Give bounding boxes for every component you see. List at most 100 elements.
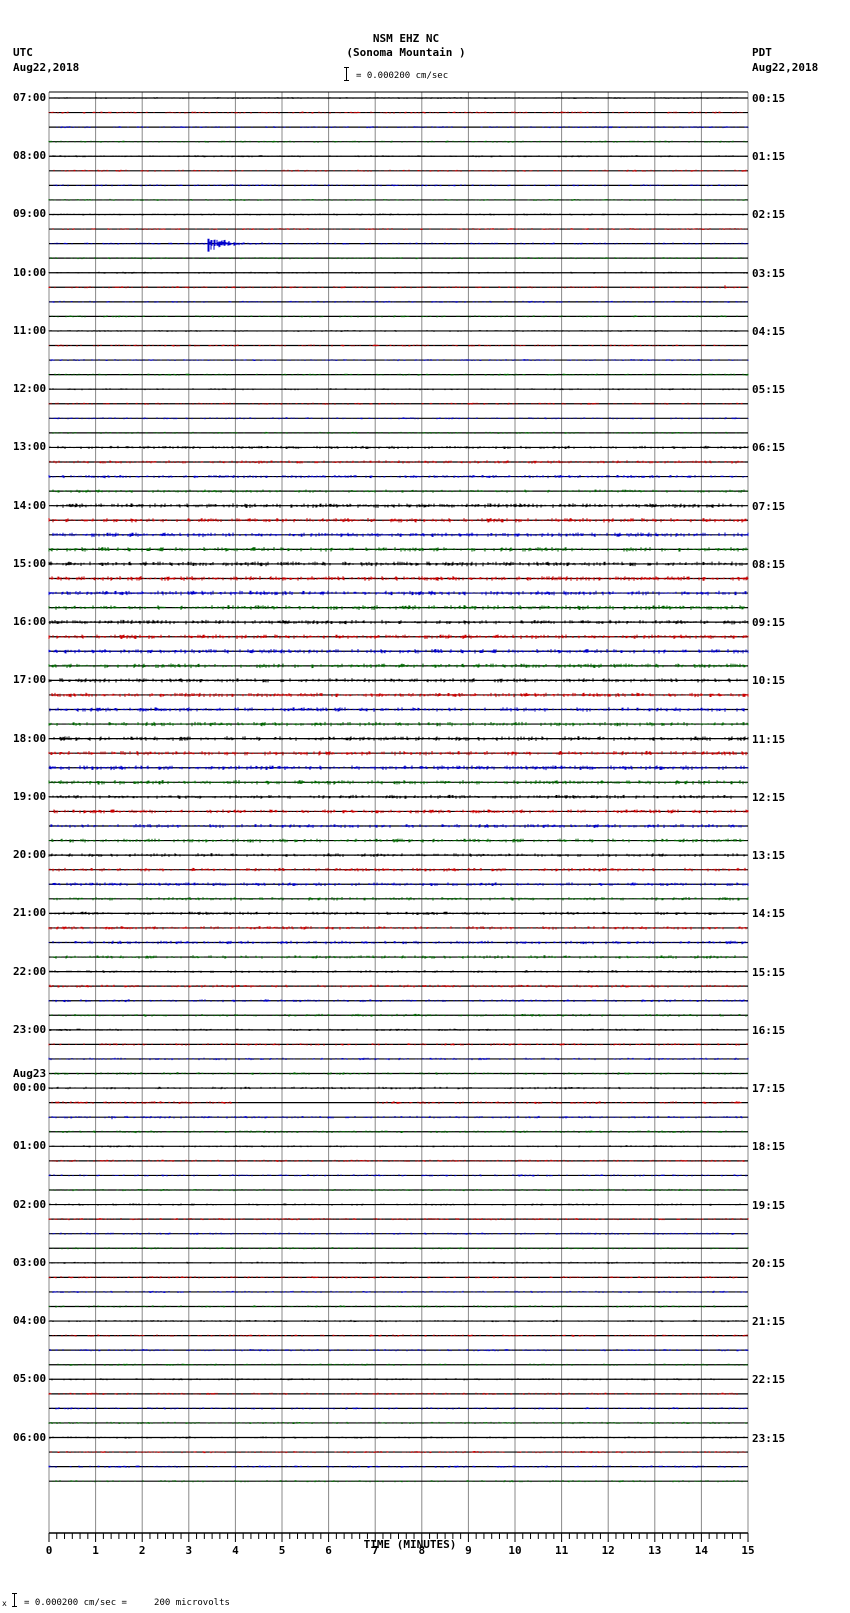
x-tick-label: 1 <box>92 1544 99 1557</box>
trace-signal <box>53 97 738 99</box>
trace-signal <box>48 1174 747 1177</box>
trace-signal <box>48 605 747 610</box>
trace-signal <box>48 838 747 843</box>
utc-hour-label: 01:00 <box>13 1139 47 1153</box>
utc-hour-label: 17:00 <box>13 673 47 687</box>
trace-signal <box>48 518 747 523</box>
trace-signal <box>48 1057 749 1061</box>
trace-signal <box>48 736 749 741</box>
trace-signal <box>51 1101 742 1104</box>
trace-signal <box>48 475 747 479</box>
utc-hour-label: 15:00 <box>13 556 47 570</box>
x-tick-label: 15 <box>741 1544 755 1557</box>
x-axis-title: TIME (MINUTES) <box>363 1538 457 1551</box>
trace-signal <box>49 576 749 581</box>
utc-hour-label: 07:00 <box>13 91 47 104</box>
scale-text: = 0.000200 cm/sec <box>356 71 449 81</box>
x-tick-label: 8 <box>418 1544 426 1557</box>
x-tick-label: 10 <box>508 1544 522 1557</box>
utc-hour-label: 12:00 <box>13 382 47 396</box>
trace-signal <box>48 1363 748 1366</box>
pdt-hour-label: 08:15 <box>752 557 786 571</box>
pdt-hour-label: 21:15 <box>752 1315 786 1329</box>
trace-signal <box>48 111 743 114</box>
x-tick-label: 6 <box>325 1544 332 1557</box>
trace-signal <box>48 794 747 799</box>
x-tick-label: 14 <box>694 1544 709 1557</box>
x-tick-label: 0 <box>45 1544 53 1557</box>
station-title: NSM EHZ NC <box>372 32 440 45</box>
trace-signal <box>48 330 749 332</box>
trace-signal <box>52 1290 747 1293</box>
trace-signal <box>53 169 747 172</box>
trace-signal <box>53 184 744 187</box>
trace-signal <box>48 198 747 201</box>
trace-signal <box>48 1218 749 1221</box>
trace-signal <box>50 1451 746 1454</box>
trace-signal <box>49 1232 748 1235</box>
trace-signal <box>48 373 749 376</box>
utc-hour-label: 05:00 <box>13 1372 47 1386</box>
trace-signal <box>48 882 749 886</box>
trace-signal <box>51 315 747 318</box>
trace-signal <box>50 824 746 828</box>
pdt-hour-label: 12:15 <box>752 790 786 804</box>
trace-signal <box>49 445 749 449</box>
right-timezone: PDT <box>752 46 772 59</box>
trace-signal <box>48 999 748 1003</box>
trace-signal <box>49 460 745 464</box>
x-tick-label: 4 <box>232 1544 239 1557</box>
x-tick-label: 5 <box>278 1544 286 1557</box>
trace-signal <box>56 126 749 129</box>
utc-hour-label: 11:00 <box>13 323 47 337</box>
pdt-hour-label: 17:15 <box>752 1082 786 1096</box>
trace-signal <box>52 213 744 216</box>
x-tick-label: 3 <box>185 1544 193 1557</box>
pdt-hour-label: 00:15 <box>752 92 786 105</box>
pdt-hour-label: 05:15 <box>752 383 786 397</box>
left-timezone: UTC <box>13 46 33 59</box>
trace-signal <box>52 1480 747 1483</box>
pdt-hour-label: 19:15 <box>752 1198 786 1212</box>
x-tick-label: 11 <box>554 1544 569 1557</box>
trace-signal <box>48 765 749 771</box>
utc-hour-label: 14:00 <box>13 498 47 512</box>
trace-signal <box>49 1028 749 1031</box>
trace-signal <box>48 285 749 289</box>
trace-signal <box>48 678 748 683</box>
pdt-hour-label: 01:15 <box>752 150 786 164</box>
trace-signal <box>48 984 745 988</box>
pdt-hour-label: 22:15 <box>752 1373 786 1387</box>
trace-signal <box>50 359 749 362</box>
trace-signal <box>50 1159 745 1162</box>
trace-signal <box>48 619 749 625</box>
pdt-hour-label: 20:15 <box>752 1256 786 1270</box>
trace-signal <box>48 1043 748 1046</box>
right-date: Aug22,2018 <box>752 61 819 74</box>
trace-signal <box>48 940 748 945</box>
utc-hour-label: 04:00 <box>13 1314 47 1328</box>
trace-signal <box>51 955 747 959</box>
trace-signal <box>48 402 743 405</box>
trace-signal <box>48 140 747 143</box>
trace-signal <box>52 228 747 230</box>
footer-scale-text: = 0.000200 cm/sec = 200 microvolts <box>24 1598 230 1608</box>
utc-hour-label: 16:00 <box>13 615 47 629</box>
footer-scale-prefix: x <box>2 1599 7 1608</box>
pdt-hour-label: 02:15 <box>752 208 786 222</box>
trace-signal <box>48 590 747 596</box>
date-change-label: Aug23 <box>13 1067 47 1081</box>
x-tick-label: 12 <box>601 1544 615 1557</box>
utc-hour-label: 13:00 <box>13 440 47 454</box>
utc-hour-label: 08:00 <box>13 149 47 163</box>
utc-hour-label: 06:00 <box>13 1430 47 1444</box>
trace-signal <box>49 809 749 814</box>
trace-signal <box>48 634 749 639</box>
trace-signal <box>48 271 748 274</box>
utc-hour-label: 23:00 <box>13 1022 47 1036</box>
trace-signal <box>49 489 749 493</box>
trace-signal <box>52 532 749 538</box>
left-date: Aug22,2018 <box>13 61 80 74</box>
utc-hour-label: 21:00 <box>13 906 47 920</box>
trace-signal <box>49 1130 747 1134</box>
